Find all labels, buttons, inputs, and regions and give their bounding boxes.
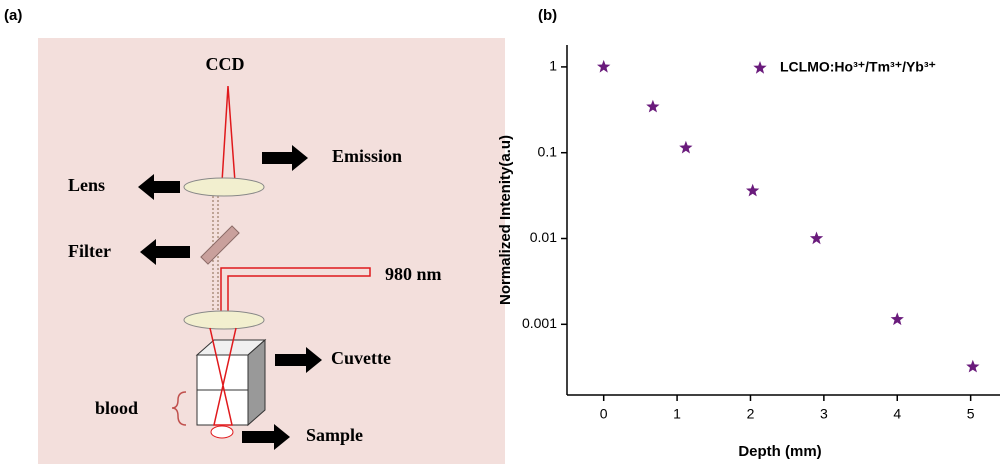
arrow [140, 239, 190, 265]
cuvette [195, 327, 267, 427]
x-tick-label: 0 [600, 406, 608, 422]
arrow [242, 424, 290, 450]
point [809, 231, 824, 245]
diagram-background [38, 38, 505, 464]
point [597, 59, 611, 73]
x-tick-label: 4 [893, 406, 901, 422]
emission-label: Emission [332, 146, 402, 166]
lens [183, 177, 265, 197]
point [890, 312, 904, 326]
legend-label: LCLMO:Ho³⁺/Tm³⁺/Yb³⁺ [780, 59, 936, 75]
point [679, 140, 693, 154]
point [746, 183, 760, 197]
y-tick-label: 0.1 [538, 143, 558, 159]
arrow [275, 347, 322, 373]
laser-path [220, 267, 371, 316]
chart: (b) Depth (mm) Normalized Intenity(a.u) … [497, 7, 1000, 460]
y-axis-title: Normalized Intenity(a.u) [497, 135, 514, 305]
laser-label: 980 nm [385, 264, 442, 284]
panel-label: (a) [4, 7, 22, 24]
filter-label: Filter [68, 241, 111, 261]
arrow [262, 145, 308, 171]
x-tick-label: 5 [967, 406, 975, 422]
sample-label: Sample [306, 425, 363, 445]
y-tick-label: 0.001 [522, 315, 557, 331]
lens [183, 310, 265, 330]
ccd-label: CCD [206, 54, 245, 74]
x-tick-label: 1 [673, 406, 681, 422]
panel-label: (b) [538, 7, 557, 24]
point [646, 99, 660, 113]
x-tick-label: 3 [820, 406, 828, 422]
sample [210, 425, 234, 439]
diagram: (a) CCD Emission Lens Filter 980 nm Cuve… [4, 7, 505, 464]
legend-marker [753, 61, 767, 74]
cuvette-label: Cuvette [331, 348, 391, 368]
filter [200, 225, 240, 265]
point [966, 359, 980, 373]
x-tick-label: 2 [747, 406, 755, 422]
blood-label: blood [95, 398, 138, 418]
x-axis-title: Depth (mm) [738, 443, 821, 460]
lens-label: Lens [68, 175, 105, 195]
brace [171, 391, 187, 426]
arrow [138, 174, 180, 200]
y-tick-label: 1 [549, 58, 557, 74]
y-tick-label: 0.01 [530, 229, 557, 245]
